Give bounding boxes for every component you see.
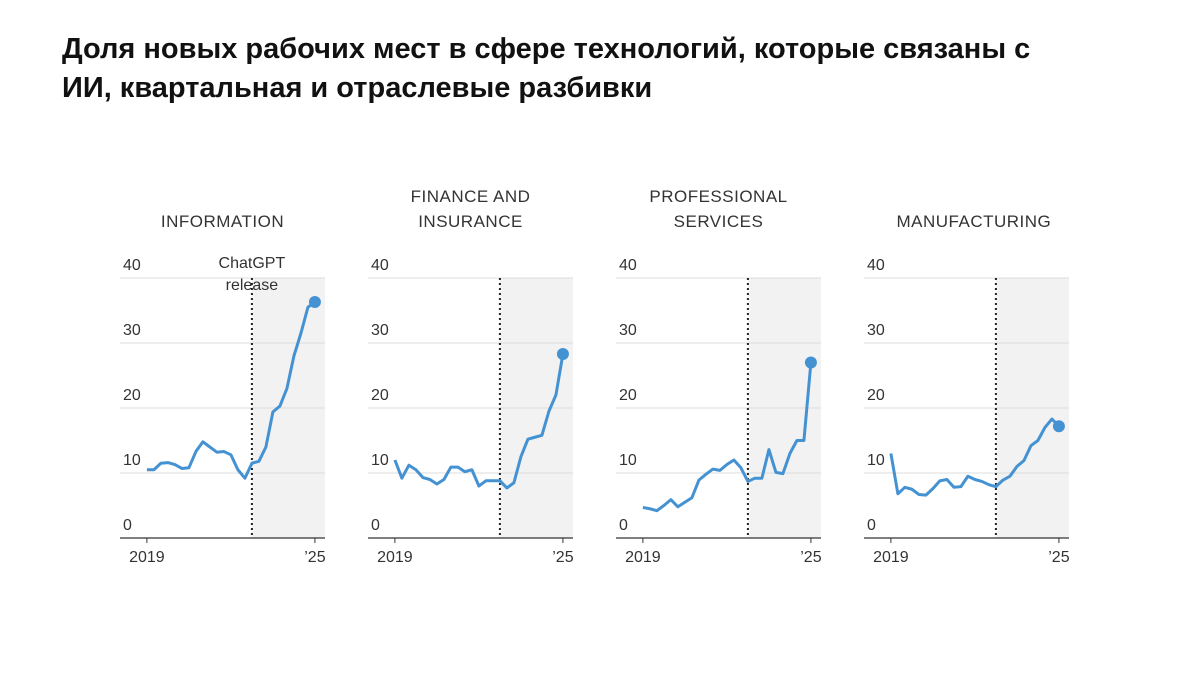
y-tick-label: 40 xyxy=(619,257,637,274)
y-tick-label: 20 xyxy=(123,387,141,404)
y-tick-label: 10 xyxy=(123,452,141,469)
y-tick-label: 0 xyxy=(867,517,876,534)
panel-title-text: INFORMATION xyxy=(160,212,285,231)
x-tick-label: 2019 xyxy=(873,549,909,566)
annotation-text: ChatGPT release xyxy=(218,255,286,294)
page-title: Доля новых рабочих мест в сфере технолог… xyxy=(62,33,1031,104)
y-tick-label: 20 xyxy=(867,387,885,404)
y-tick-label: 20 xyxy=(371,387,389,404)
x-tick-label: ’25 xyxy=(304,549,325,566)
y-tick-label: 30 xyxy=(867,322,885,339)
data-line xyxy=(642,362,813,513)
panel-title-text: MANUFACTURING xyxy=(896,212,1052,231)
end-marker xyxy=(1052,420,1065,433)
panel-title: MANUFACTURING xyxy=(867,209,1067,234)
x-tick-label: 2019 xyxy=(377,549,413,566)
panel-title-text: PROFESSIONAL SERVICES xyxy=(649,187,788,231)
y-tick-label: 40 xyxy=(371,257,389,274)
end-marker xyxy=(556,348,569,361)
y-tick-label: 10 xyxy=(867,452,885,469)
y-tick-label: 0 xyxy=(123,517,132,534)
annotation: ChatGPT release xyxy=(207,253,297,297)
y-tick-label: 10 xyxy=(619,452,637,469)
y-tick-label: 30 xyxy=(371,322,389,339)
y-tick-label: 10 xyxy=(371,452,389,469)
y-tick-label: 20 xyxy=(619,387,637,404)
end-marker xyxy=(308,296,321,309)
data-line xyxy=(146,300,316,480)
panel-title: FINANCE AND INSURANCE xyxy=(371,184,571,234)
x-tick-label: ’25 xyxy=(1048,549,1069,566)
panel-title: INFORMATION xyxy=(123,209,323,234)
x-tick-label: ’25 xyxy=(800,549,821,566)
y-tick-label: 0 xyxy=(619,517,628,534)
y-tick-label: 40 xyxy=(867,257,885,274)
panel-title-text: FINANCE AND INSURANCE xyxy=(410,187,531,231)
data-line xyxy=(393,353,565,490)
y-tick-label: 30 xyxy=(619,322,637,339)
y-tick-label: 30 xyxy=(123,322,141,339)
x-tick-label: ’25 xyxy=(552,549,573,566)
y-tick-label: 40 xyxy=(123,257,141,274)
end-marker xyxy=(804,356,817,369)
panel-title: PROFESSIONAL SERVICES xyxy=(619,184,819,234)
x-tick-label: 2019 xyxy=(129,549,165,566)
y-tick-label: 0 xyxy=(371,517,380,534)
data-line xyxy=(889,417,1060,497)
x-tick-label: 2019 xyxy=(625,549,661,566)
